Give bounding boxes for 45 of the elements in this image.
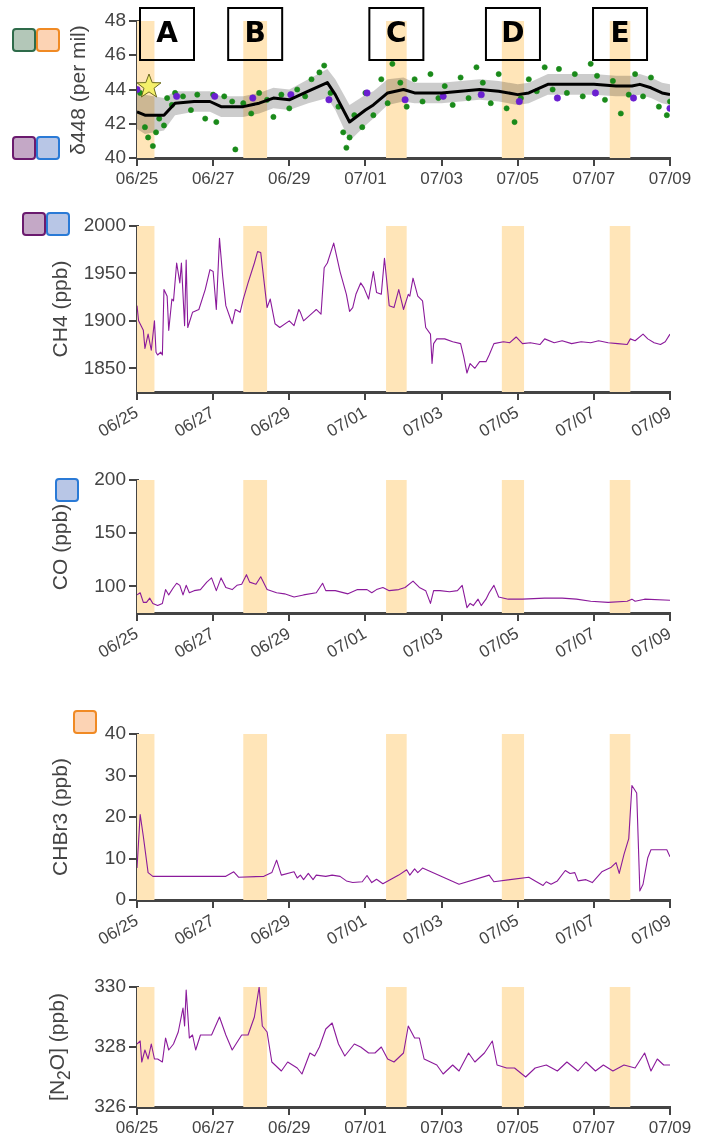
y-tick-label: 200 [94,468,126,490]
x-tick-label: 06/29 [268,1117,311,1137]
y-tick-label: 0 [115,888,126,910]
y-tick-label: 326 [94,1095,126,1117]
x-tick-label: 07/03 [420,1117,463,1137]
y-tick-label: 150 [94,521,126,543]
x-tick-label: 06/27 [191,168,235,188]
y-tick-label: 20 [104,805,126,827]
y-tick-label: 2000 [83,214,126,236]
x-tick-label: 07/07 [572,168,616,188]
x-tick-label: 07/07 [572,1117,616,1137]
x-tick-label: 06/25 [115,168,159,188]
y-tick-label: 1950 [83,261,126,283]
x-tick-label: 07/05 [496,168,539,188]
y-tick-label: 44 [104,77,127,99]
y-axis-title: CO (ppb) [48,503,72,590]
y-tick-label: 48 [104,9,126,31]
y-axis-title: CH4 (ppb) [48,260,72,358]
band-label: A [156,16,179,50]
y-tick-label: 330 [94,975,126,997]
y-tick-label: 1900 [83,309,126,331]
y-tick-label: 42 [104,111,126,133]
y-tick-label: 30 [104,763,126,785]
y-axis-title: CHBr3 (ppb) [48,758,72,876]
x-tick-label: 07/01 [344,168,387,188]
x-tick-label: 07/05 [496,1117,539,1137]
y-tick-label: 40 [104,722,126,744]
y-tick-label: 46 [104,43,126,65]
x-tick-label: 07/03 [420,168,463,188]
x-tick-label: 07/09 [648,1117,692,1137]
band-label: B [244,16,266,50]
band-label: E [610,16,630,50]
y-tick-label: 328 [94,1035,126,1057]
y-tick-label: 40 [104,146,126,168]
y-tick-label: 1850 [83,356,126,378]
x-tick-label: 07/01 [344,1117,387,1137]
y-axis-title: δ448 (per mil) [66,24,90,155]
y-tick-label: 100 [94,574,126,596]
band-label: D [501,16,525,50]
x-tick-label: 06/25 [115,1117,159,1137]
band-label: C [386,16,407,50]
x-tick-label: 07/09 [648,168,692,188]
x-tick-label: 06/27 [191,1117,235,1137]
x-tick-label: 06/29 [268,168,311,188]
y-tick-label: 10 [104,846,126,868]
